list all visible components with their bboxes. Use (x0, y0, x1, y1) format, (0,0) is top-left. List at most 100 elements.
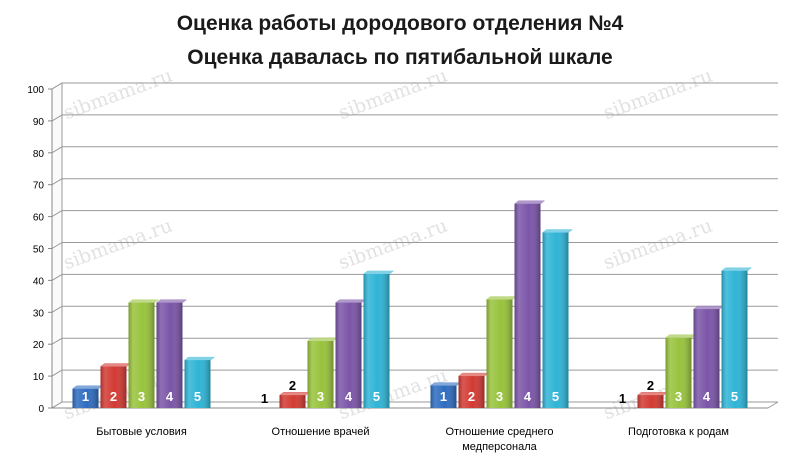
data-label: 1 (440, 389, 447, 404)
data-label: 3 (496, 389, 503, 404)
data-label: 5 (194, 389, 201, 404)
data-label: 4 (524, 389, 532, 404)
data-label: 4 (166, 389, 174, 404)
bar-top-shine (486, 296, 517, 300)
bars: 1 2 3 4 5 1 2 3 4 5 1 2 3 4 5 1 2 3 4 5 (71, 200, 753, 408)
data-label: 2 (468, 389, 475, 404)
data-label: 1 (261, 391, 268, 406)
grid-line-depth (51, 369, 63, 377)
x-axis: Бытовые условия Отношение врачей Отношение… (96, 426, 729, 453)
data-label: 3 (138, 389, 145, 404)
bar-shade (363, 274, 390, 408)
bar-shade (184, 360, 211, 408)
grid-line-depth (51, 210, 63, 218)
grid-line-depth (51, 305, 63, 313)
bar-shade (542, 232, 569, 408)
grid-line-depth (51, 401, 63, 409)
bar (636, 391, 669, 408)
category-label: медперсонала (462, 441, 537, 453)
data-label: 1 (619, 391, 626, 406)
bar-shade (458, 376, 485, 408)
y-tick-label: 30 (33, 308, 45, 319)
data-label: 5 (731, 389, 738, 404)
bar-top-shine (184, 357, 215, 361)
bar (664, 334, 697, 408)
bar-top-shine (128, 299, 159, 303)
bar-top-shine (665, 334, 696, 338)
bar (306, 337, 339, 408)
bar-shade (128, 302, 155, 408)
y-tick-label: 100 (27, 85, 44, 96)
bar-shade (156, 302, 183, 408)
data-label: 2 (647, 378, 654, 393)
bar-shade (72, 388, 99, 408)
watermark-text: sibmama.ru (601, 215, 716, 275)
category-label: Отношение врачей (272, 426, 370, 438)
bar-top-shine (637, 392, 668, 396)
bar (99, 363, 132, 408)
y-tick-label: 70 (33, 181, 45, 192)
data-label: 5 (373, 389, 380, 404)
grid-line-depth (51, 242, 63, 249)
bar (692, 305, 725, 408)
data-label: 1 (82, 389, 89, 404)
grid-line-depth (51, 114, 63, 122)
bar-shade (430, 385, 457, 408)
category-label: Бытовые условия (96, 426, 187, 438)
bar-shade (721, 270, 748, 408)
grid-line-depth (51, 146, 63, 154)
grid (51, 82, 779, 409)
bar-shade (637, 395, 664, 408)
y-tick-label: 90 (33, 117, 45, 128)
bar-shade (335, 302, 362, 408)
bar-top-shine (542, 229, 573, 233)
bar-top-shine (156, 299, 187, 303)
y-axis: 0 10 20 30 40 50 60 70 80 90 100 (27, 85, 53, 415)
bar (155, 299, 188, 408)
y-tick-label: 60 (33, 213, 45, 224)
bar (71, 385, 104, 408)
bar (127, 299, 160, 408)
bar (429, 382, 462, 408)
data-label: 2 (110, 389, 117, 404)
bar-top-shine (307, 338, 338, 342)
bar-top-shine (335, 299, 366, 303)
category-label: Отношение среднего (445, 426, 553, 438)
chart-title: Оценка работы дородового отделения №4 (177, 12, 624, 35)
chart-subtitle: Оценка давалась по пятибальной шкале (187, 46, 612, 69)
bar-shade (514, 203, 541, 408)
bar-shade (279, 395, 306, 408)
y-tick-label: 10 (33, 372, 45, 383)
bar (278, 391, 311, 408)
bar-top-shine (100, 363, 131, 367)
floor-edge (767, 401, 779, 409)
grid-line-depth (51, 273, 63, 281)
bar-top-shine (721, 267, 752, 271)
data-label: 5 (552, 389, 559, 404)
bar (541, 229, 574, 408)
category-label: Подготовка к родам (628, 426, 729, 438)
bar (513, 200, 546, 408)
y-tick-label: 50 (33, 245, 45, 256)
bar-shade (100, 366, 127, 408)
data-label: 4 (345, 389, 353, 404)
data-label: 2 (289, 378, 296, 393)
bar-shade (307, 341, 334, 408)
grid-line-depth (51, 337, 63, 345)
bar-top-shine (363, 271, 394, 275)
bar-top-shine (430, 382, 461, 386)
bar (334, 299, 367, 408)
watermark-text: sibmama.ru (61, 215, 176, 275)
bar-top-shine (72, 385, 103, 389)
bar (183, 356, 216, 408)
bar (720, 267, 753, 408)
y-tick-label: 80 (33, 149, 45, 160)
data-label: 3 (317, 389, 324, 404)
bar-shade (486, 299, 513, 408)
data-label: 3 (675, 389, 682, 404)
y-tick-label: 40 (33, 276, 45, 287)
bar-top-shine (514, 200, 545, 204)
y-tick-label: 20 (33, 340, 45, 351)
bar (362, 270, 395, 408)
